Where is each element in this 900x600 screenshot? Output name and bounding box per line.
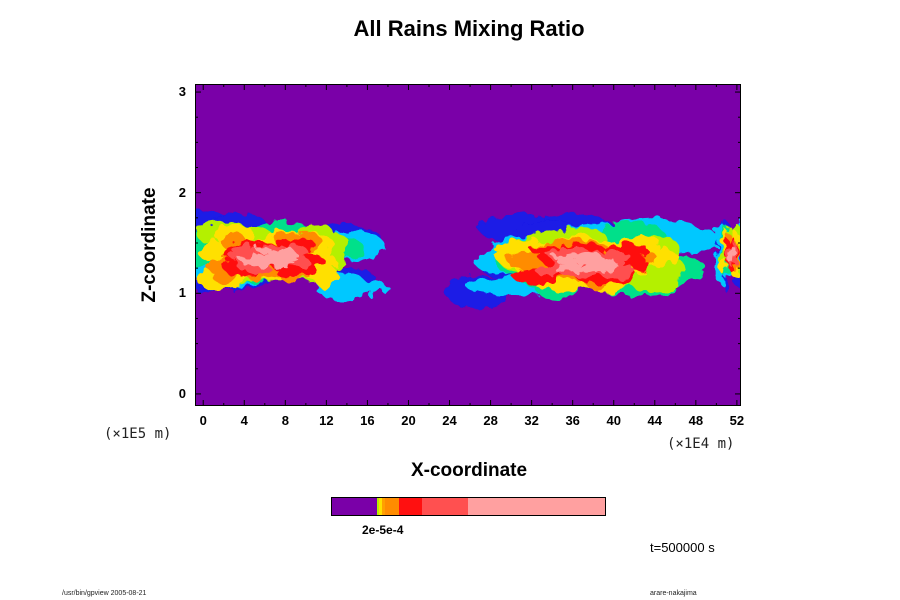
x-tick-label: 48	[688, 413, 704, 428]
footer-right: arare-nakajima	[650, 590, 697, 597]
rain-cell	[561, 259, 582, 266]
x-tick-label: 16	[360, 413, 375, 428]
colorbar-segment	[332, 498, 377, 515]
time-label: t=500000 s	[650, 540, 715, 555]
rain-cell	[585, 258, 599, 266]
colorbar-segment	[422, 498, 468, 515]
rain-cell	[273, 253, 291, 262]
rain-cell	[720, 258, 728, 276]
x-tick-label: 20	[401, 413, 416, 428]
rain-cell	[257, 261, 271, 268]
x-axis-label: X-coordinate	[410, 460, 528, 481]
y-scale-label: (×1E5 m)	[104, 426, 172, 442]
x-tick-label: 32	[524, 413, 539, 428]
y-tick-label: 2	[178, 184, 186, 200]
x-tick-label: 40	[606, 413, 621, 428]
chart-title: All Rains Mixing Ratio	[353, 16, 585, 41]
x-tick-label: 24	[442, 413, 457, 428]
x-tick-label: 12	[319, 413, 334, 428]
rain-field	[195, 209, 741, 310]
rain-cell	[256, 246, 272, 255]
y-tick-label: 1	[178, 285, 186, 301]
rain-cell	[267, 250, 280, 256]
colorbar-segment	[468, 498, 605, 515]
plot-frame	[195, 84, 741, 406]
rain-cell	[734, 245, 738, 252]
rain-cell	[574, 266, 587, 271]
rain-cell	[728, 252, 731, 257]
rain-cell	[730, 250, 733, 257]
rain-cell	[734, 257, 738, 265]
footer-left: /usr/bin/gpview 2005-08-21	[62, 590, 147, 597]
x-tick-label: 4	[240, 413, 248, 428]
rain-cell	[731, 245, 734, 251]
x-tick-label: 36	[565, 413, 580, 428]
rain-cell	[733, 249, 736, 256]
rain-cell	[552, 254, 568, 259]
colorbar-segment	[379, 498, 382, 515]
y-axis-label: Z-coordinate	[139, 187, 160, 303]
colorbar-segment	[385, 498, 399, 515]
x-tick-label: 28	[483, 413, 498, 428]
colorbar-segment	[399, 498, 422, 515]
colorbar	[331, 497, 606, 516]
tick-marks	[195, 84, 741, 406]
colorbar-labels: 2e-5e-4	[362, 523, 404, 537]
rain-cell	[733, 254, 736, 257]
x-tick-label: 8	[281, 413, 289, 428]
x-scale-label: (×1E4 m)	[667, 436, 735, 452]
colorbar-segment	[377, 498, 379, 515]
x-tick-label: 44	[647, 413, 663, 428]
y-tick-label: 0	[178, 385, 186, 401]
x-tick-label: 52	[729, 413, 745, 428]
rain-cell	[577, 253, 594, 259]
y-tick-label: 3	[178, 84, 186, 100]
rain-cell	[535, 265, 558, 276]
plot-area	[195, 84, 741, 406]
rain-cell	[235, 243, 254, 252]
colorbar-segment	[382, 498, 385, 515]
rain-cell	[730, 255, 733, 262]
x-tick-label: 0	[199, 413, 207, 428]
rain-cell	[279, 261, 296, 267]
